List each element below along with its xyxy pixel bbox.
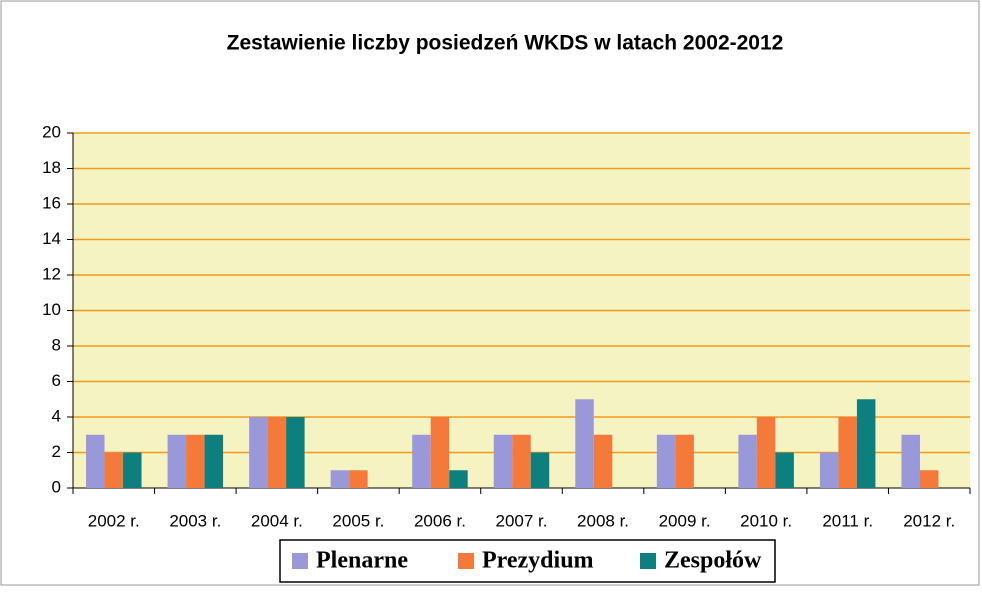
bar [675,434,694,488]
bar [267,417,287,488]
y-tick-label: 18 [42,158,61,177]
x-tick-label: 2012 r. [903,511,955,530]
bar [656,434,676,488]
bar [86,434,105,488]
x-tick-label: 2003 r. [169,511,221,530]
bar [901,434,920,488]
x-tick-label: 2006 r. [414,511,466,530]
bar [330,470,350,488]
bar [838,417,857,488]
x-tick-label: 2011 r. [822,511,873,530]
bar [430,417,450,488]
bar [104,452,124,488]
legend-label: Zespołów [664,548,762,574]
legend-label: Prezydium [482,548,594,574]
y-tick-label: 12 [42,264,61,283]
bar [775,452,794,488]
bar [449,470,468,488]
y-tick-label: 4 [52,406,61,425]
y-tick-label: 8 [52,335,61,354]
x-tick-label: 2004 r. [251,511,303,530]
bar [738,434,757,488]
y-tick-label: 14 [42,229,61,248]
bar [167,434,187,488]
bar [530,452,550,488]
x-tick-label: 2008 r. [577,511,629,530]
bar [756,417,776,488]
bar [512,434,531,488]
x-tick-label: 2009 r. [659,511,711,530]
bar [493,434,513,488]
bar [412,434,431,488]
x-tick-label: 2010 r. [740,511,792,530]
x-tick-label: 2002 r. [88,511,140,530]
bar [186,434,205,488]
legend-swatch [640,553,656,569]
legend-swatch [292,553,308,569]
bar [204,434,224,488]
bar [286,417,305,488]
legend-box [279,539,776,583]
y-tick-label: 16 [42,193,61,212]
x-tick-label: 2005 r. [332,511,384,530]
y-tick-label: 0 [52,477,61,496]
bar [856,399,876,488]
chart-title: Zestawienie liczby posiedzeń WKDS w lata… [227,32,784,55]
bar [123,452,142,488]
bar [819,452,839,488]
legend-label: Plenarne [316,548,408,574]
y-tick-label: 2 [52,442,61,461]
legend-swatch [458,553,474,569]
bar [349,470,368,488]
bar [575,399,594,488]
bar [919,470,939,488]
x-tick-label: 2007 r. [496,511,548,530]
bar [249,417,268,488]
bar [593,434,613,488]
y-tick-label: 6 [52,371,61,390]
y-tick-label: 10 [42,300,61,319]
y-tick-label: 20 [42,122,61,141]
